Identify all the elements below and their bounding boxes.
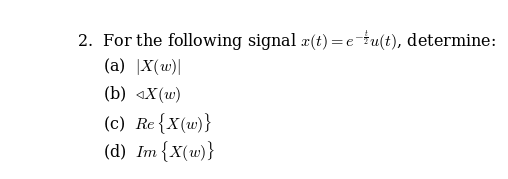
Text: 2.  For the following signal $x(t) = e^{-\frac{t}{2}}u(t)$, determine:: 2. For the following signal $x(t) = e^{-… <box>77 28 496 54</box>
Text: (b)  $\triangleleft X(w)$: (b) $\triangleleft X(w)$ <box>103 83 181 105</box>
Text: (d)  $\mathit{Im}\,\{X(w)\}$: (d) $\mathit{Im}\,\{X(w)\}$ <box>103 139 215 164</box>
Text: (c)  $\mathit{Re}\,\{X(w)\}$: (c) $\mathit{Re}\,\{X(w)\}$ <box>103 111 212 136</box>
Text: (a)  $|X(w)|$: (a) $|X(w)|$ <box>103 56 181 77</box>
